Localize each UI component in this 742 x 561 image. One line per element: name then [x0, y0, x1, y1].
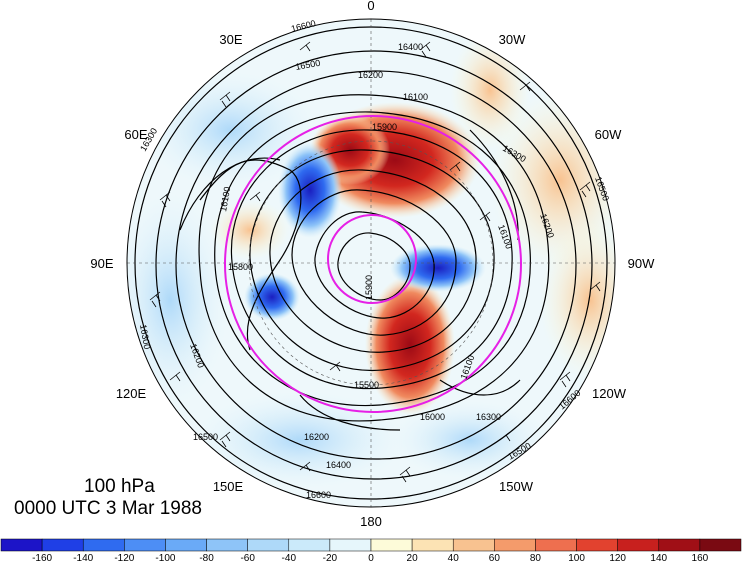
colorbar-tick-label: 0 — [368, 553, 374, 561]
colorbar-tick-label: -100 — [155, 553, 175, 561]
colorbar-swatch — [617, 538, 660, 552]
contour-label: 16400 — [326, 460, 351, 470]
negative-anomaly-southwest — [244, 273, 300, 321]
contour-label: 16500 — [295, 58, 321, 72]
lon-label-0: 0 — [367, 0, 374, 13]
colorbar-tick-label: -40 — [282, 553, 297, 561]
lon-label-60w: 60W — [595, 127, 622, 142]
contour-label: 16300 — [476, 412, 501, 422]
colorbar-tick-label: -120 — [114, 553, 134, 561]
colorbar-swatch — [288, 538, 331, 552]
lon-label-30w: 30W — [499, 32, 526, 47]
inner-reference-circle — [327, 214, 417, 304]
colorbar-tick-label: 60 — [489, 553, 501, 561]
colorbar-swatch — [494, 538, 536, 552]
colorbar-tick-label: 40 — [448, 553, 460, 561]
lon-label-150w: 150W — [499, 479, 534, 494]
contour-label: 16100 — [403, 92, 428, 102]
contour-label: 15500 — [354, 380, 379, 390]
colorbar-swatch — [699, 538, 742, 552]
contour-label: 15900 — [364, 275, 374, 300]
colorbar-swatch — [0, 538, 43, 552]
colorbar: -160 -140 -120 -100 -80 -60 -40 -20 0 20 40 60 80 100… — [0, 538, 742, 561]
negative-anomaly-west — [278, 142, 342, 238]
colorbar-swatch — [576, 538, 618, 552]
contour-label: 16400 — [398, 42, 423, 52]
contour-label: 16100 — [218, 186, 232, 212]
pressure-level-label: 100 hPa — [84, 476, 155, 497]
colorbar-swatch — [329, 538, 372, 552]
colorbar-tick-label: 20 — [407, 553, 419, 561]
positive-anomaly-south — [365, 275, 455, 415]
lon-label-90w: 90W — [628, 256, 655, 271]
lon-label-60e: 60E — [124, 127, 147, 142]
colorbar-tick-label: 80 — [530, 553, 542, 561]
longitude-labels: 0 30W 60W 90W 120W 150W 180 150E 120E 90… — [90, 0, 655, 529]
colorbar-swatch — [658, 538, 701, 552]
wind-barbs — [149, 41, 601, 483]
lon-label-120e: 120E — [116, 386, 147, 401]
colorbar-swatch — [370, 538, 413, 552]
contour-label: 16500 — [193, 432, 218, 442]
negative-anomaly-east — [390, 244, 486, 292]
lon-label-90e: 90E — [90, 256, 113, 271]
outer-reference-circle — [224, 115, 522, 413]
colorbar-tick-label: -60 — [240, 553, 255, 561]
contour-label: 16600 — [306, 490, 331, 500]
colorbar-tick-label: -140 — [73, 553, 93, 561]
contour-label: 15800 — [228, 262, 253, 272]
contour-label: 16200 — [358, 70, 383, 80]
colorbar-swatch — [41, 538, 84, 552]
colorbar-swatch — [452, 538, 495, 552]
colorbar-tick-label: 120 — [609, 553, 626, 561]
colorbar-swatch — [206, 538, 248, 552]
colorbar-tick-label: 140 — [650, 553, 667, 561]
contour-label: 15900 — [372, 122, 397, 132]
colorbar-tick-label: 100 — [568, 553, 585, 561]
colorbar-swatch — [535, 538, 577, 552]
colorbar-tick-label: -80 — [199, 553, 214, 561]
valid-time-label: 0000 UTC 3 Mar 1988 — [14, 498, 202, 519]
lon-label-30e: 30E — [219, 32, 242, 47]
colorbar-swatch — [165, 538, 207, 552]
contour-label: 16300 — [138, 324, 152, 350]
contour-label: 16000 — [420, 412, 445, 422]
colorbar-swatch — [124, 538, 166, 552]
colorbar-swatch — [82, 538, 125, 552]
colorbar-swatch — [411, 538, 454, 552]
lon-label-180: 180 — [360, 514, 382, 529]
colorbar-tick-label: -20 — [323, 553, 338, 561]
colorbar-swatch — [247, 538, 290, 552]
lon-label-150e: 150E — [213, 479, 244, 494]
contour-label: 16200 — [304, 432, 329, 442]
colorbar-tick-label: 160 — [692, 553, 709, 561]
meridian-grid — [127, 19, 615, 507]
colorbar-tick-label: -160 — [32, 553, 52, 561]
lon-label-120w: 120W — [592, 386, 627, 401]
